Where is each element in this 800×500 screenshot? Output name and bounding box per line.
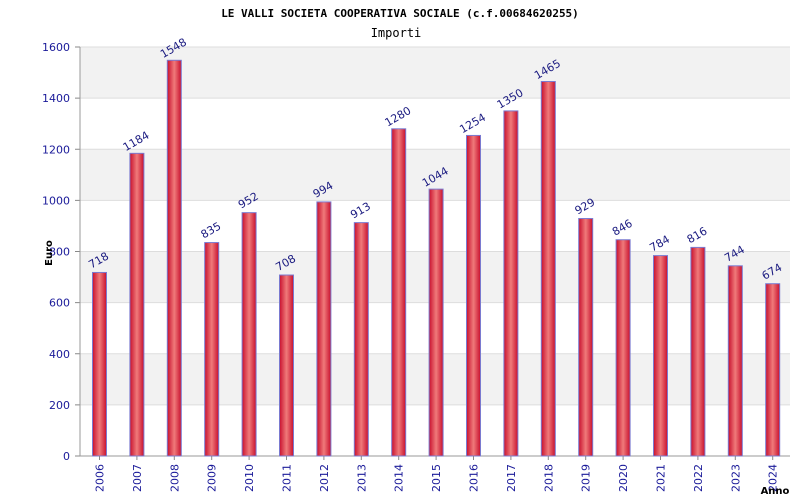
bar-2012	[316, 201, 332, 457]
x-tick-label: 2020	[617, 464, 630, 492]
x-tick-label: 2023	[729, 464, 742, 492]
x-tick-label: 2024	[767, 464, 780, 492]
bar-2017	[503, 110, 519, 457]
x-tick-label: 2021	[655, 464, 668, 492]
y-tick-label: 0	[63, 450, 70, 463]
chart-title: LE VALLI SOCIETA COOPERATIVA SOCIALE (c.…	[221, 7, 579, 20]
x-axis-label: Anno	[761, 486, 790, 497]
y-tick-labels: 0 200 400 600 800 1000 1200 1400 1600	[42, 41, 70, 463]
bar-2008	[166, 59, 182, 457]
x-tick-label: 2016	[468, 464, 481, 492]
bar-2016	[466, 134, 481, 457]
bar-2010	[241, 212, 257, 457]
y-tick-label: 200	[49, 399, 70, 412]
x-tick-label: 2019	[580, 464, 593, 492]
x-tick-labels: 2006 2007 2008 2009 2010 2011 2012 2013 2014 2015…	[94, 456, 780, 492]
y-tick-label: 1200	[42, 143, 70, 156]
bar-2007	[129, 152, 145, 457]
bar-2019	[578, 218, 594, 457]
bar-2013	[353, 222, 369, 457]
y-tick-label: 400	[49, 348, 70, 361]
bar-2022	[690, 246, 706, 457]
bar-2009	[204, 242, 220, 457]
y-tick-label: 600	[49, 297, 70, 310]
x-tick-label: 2010	[243, 464, 256, 492]
plot-band	[80, 47, 790, 99]
bar-2023	[727, 265, 743, 457]
y-axis-label: Euro	[44, 240, 55, 266]
x-tick-label: 2007	[131, 464, 144, 492]
x-tick-label: 2013	[355, 464, 368, 492]
bars	[92, 59, 781, 457]
x-tick-label: 2017	[505, 464, 518, 492]
bar-2018	[540, 81, 556, 457]
x-tick-label: 2014	[393, 464, 406, 492]
bar-2014	[391, 128, 407, 457]
plot-band	[80, 98, 790, 150]
x-tick-label: 2012	[318, 464, 331, 492]
y-tick-label: 1400	[42, 92, 70, 105]
bar-2011	[279, 274, 294, 457]
x-tick-label: 2022	[692, 464, 705, 492]
bar-2015	[428, 188, 444, 457]
x-tick-label: 2011	[281, 464, 294, 492]
y-tick-label: 800	[49, 246, 70, 259]
x-tick-label: 2018	[542, 464, 555, 492]
bar-2024	[765, 283, 781, 457]
x-tick-label: 2006	[94, 464, 107, 492]
y-tick-label: 1000	[42, 194, 70, 207]
x-tick-label: 2009	[206, 464, 219, 492]
x-tick-label: 2008	[168, 464, 181, 492]
y-tick-label: 1600	[42, 41, 70, 54]
bar-2020	[615, 239, 631, 457]
bar-2006	[92, 271, 107, 457]
bar-2021	[653, 255, 668, 457]
x-tick-label: 2015	[430, 464, 443, 492]
chart-subtitle: Importi	[371, 26, 422, 40]
